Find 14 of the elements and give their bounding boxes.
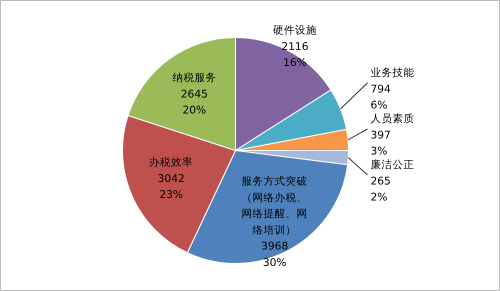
data-label: 397 3%	[370, 128, 391, 158]
data-label: 794 6%	[370, 82, 392, 112]
data-label: 3042 23%	[158, 172, 185, 202]
slice-label: 人员素质	[370, 112, 414, 126]
slice-label: 纳税服务	[172, 71, 216, 84]
data-label: 2116 16%	[281, 40, 309, 70]
slice-label: 硬件设施	[272, 24, 317, 37]
data-label: 3968 30%	[261, 240, 288, 269]
slice-label: 业务技能	[370, 66, 414, 80]
data-label: 265 2%	[370, 174, 391, 204]
slice-label: 廉洁公正	[370, 158, 414, 172]
data-label: 2645 20%	[180, 87, 208, 117]
slice-label: 服务方式突破（网络办税、网络提醒、网络培训）	[242, 174, 308, 236]
slice-label: 办税效率	[149, 156, 194, 169]
